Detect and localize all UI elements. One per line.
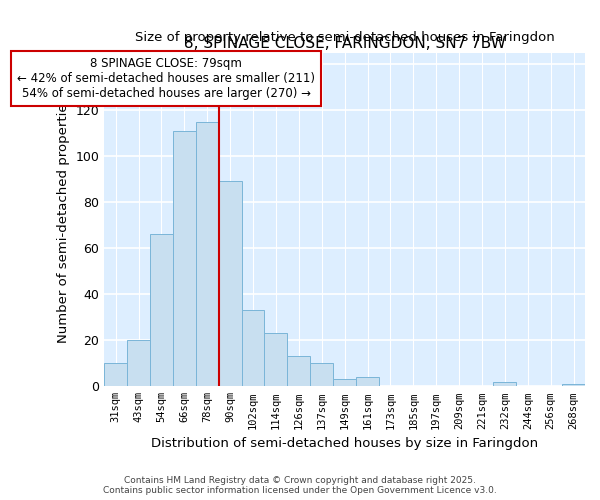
Bar: [127, 340, 150, 386]
Bar: [562, 384, 585, 386]
Bar: [196, 122, 218, 386]
Bar: [173, 131, 196, 386]
Bar: [265, 334, 287, 386]
Bar: [333, 380, 356, 386]
X-axis label: Distribution of semi-detached houses by size in Faringdon: Distribution of semi-detached houses by …: [151, 437, 538, 450]
Text: Size of property relative to semi-detached houses in Faringdon: Size of property relative to semi-detach…: [135, 32, 554, 44]
Bar: [493, 382, 517, 386]
Bar: [218, 182, 242, 386]
Bar: [150, 234, 173, 386]
Text: Contains HM Land Registry data © Crown copyright and database right 2025.
Contai: Contains HM Land Registry data © Crown c…: [103, 476, 497, 495]
Text: 8 SPINAGE CLOSE: 79sqm
← 42% of semi-detached houses are smaller (211)
54% of se: 8 SPINAGE CLOSE: 79sqm ← 42% of semi-det…: [17, 57, 315, 100]
Bar: [310, 364, 333, 386]
Bar: [104, 364, 127, 386]
Bar: [242, 310, 265, 386]
Title: 8, SPINAGE CLOSE, FARINGDON, SN7 7BW: 8, SPINAGE CLOSE, FARINGDON, SN7 7BW: [184, 36, 506, 52]
Bar: [356, 377, 379, 386]
Y-axis label: Number of semi-detached properties: Number of semi-detached properties: [57, 96, 70, 342]
Bar: [287, 356, 310, 386]
